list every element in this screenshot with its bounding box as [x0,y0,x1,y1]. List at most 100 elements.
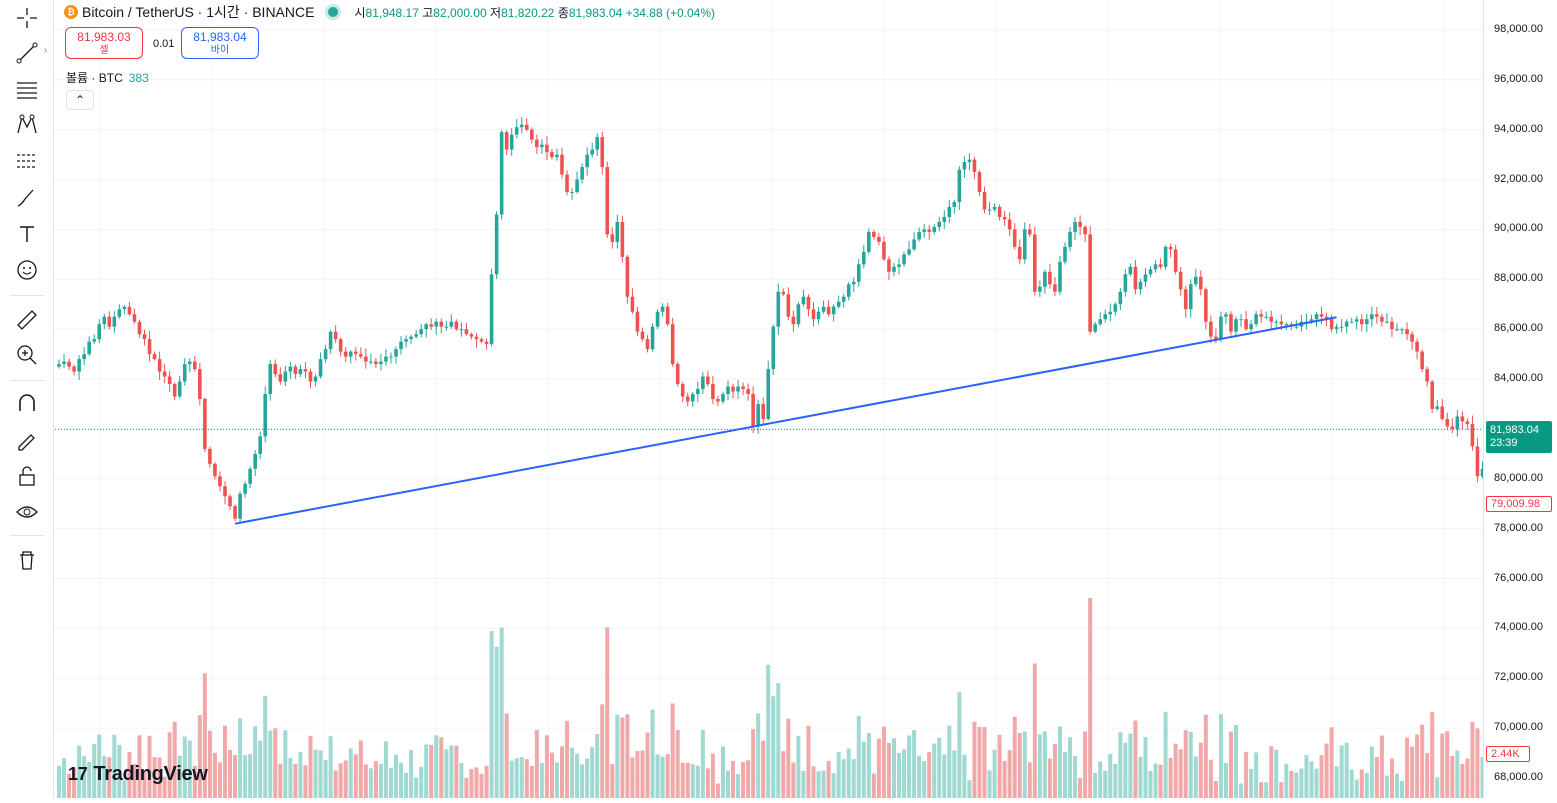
candle-body [419,329,423,335]
text-icon[interactable] [10,219,44,249]
volume-bar [544,735,549,798]
volume-bar [1389,758,1394,798]
candle-body [1470,423,1475,447]
candle-body [182,364,187,382]
volume-bar [1349,769,1354,798]
eye-icon[interactable] [10,497,44,527]
candle-body [862,251,866,265]
volume-bar [846,748,851,798]
collapse-legend-button[interactable]: ⌃ [66,90,94,110]
volume-bar [353,754,358,798]
candle-body [816,311,821,320]
volume-bar [766,664,771,798]
volume-bar [404,772,409,798]
trash-icon[interactable] [10,545,44,575]
candle-body [233,506,237,519]
price-chart[interactable] [55,0,1555,798]
candle-body [253,453,257,469]
toolbar-expand-icon[interactable]: › [44,45,48,56]
candle-body [62,361,66,365]
volume-bar [605,627,610,798]
volume-bar [1218,714,1223,798]
pattern-icon[interactable] [10,110,44,140]
price-axis[interactable]: 98,000.00 96,000.00 94,000.00 92,000.00 90,0… [1483,0,1557,798]
ohlc-values: 시81,948.17 고82,000.00 저81,820.22 종81,983… [354,5,715,20]
crosshair-icon[interactable] [10,3,44,33]
volume-bar [791,762,796,798]
volume-bar [388,767,393,798]
price-tick-label: 68,000.00 [1494,771,1543,784]
volume-bar [902,749,907,798]
chart-pane[interactable] [55,0,1555,798]
candle-body [640,331,645,340]
candle-body [1334,326,1339,330]
volume-bar [580,764,585,798]
candle-body [1344,321,1349,327]
volume-bar [409,750,414,798]
volume-bar [565,720,570,798]
volume-bar [228,749,233,798]
candle-body [1319,314,1324,317]
volume-bar [1440,733,1445,798]
volume-bar [57,765,61,798]
volume-bar [1088,598,1093,798]
volume-bar [635,751,640,798]
ruler-icon[interactable] [10,305,44,335]
brush-icon[interactable] [10,183,44,213]
price-tick-label: 74,000.00 [1494,621,1543,634]
volume-bar [741,761,746,798]
trend-line-icon[interactable] [10,38,44,68]
candle-body [942,216,947,222]
candle-body [826,306,831,315]
volume-bar [1329,727,1334,798]
candle-body [706,376,710,385]
candle-body [696,389,700,395]
candle-body [1073,221,1077,232]
symbol-title[interactable]: Bitcoin / TetherUS · 1시간 · BINANCE [82,4,315,20]
magnet-icon[interactable] [10,389,44,419]
volume-bar [1213,780,1218,798]
volume-bar [454,745,459,798]
toolbar-divider [10,295,44,296]
volume-bar [897,752,902,798]
volume-bar [394,754,399,798]
volume-bar [1415,734,1420,798]
volume-bar [383,741,388,798]
candle-body [771,326,776,370]
candle-body [439,321,444,327]
price-tick-label: 94,000.00 [1494,122,1543,135]
volume-bar [685,762,690,798]
lock-draw-icon[interactable] [10,425,44,455]
candle-body [122,306,127,310]
price-tick-label: 72,000.00 [1494,671,1543,684]
current-price-tag: 81,983.04 23:39 [1486,421,1552,453]
emoji-icon[interactable] [10,255,44,285]
volume-bar [751,729,756,798]
candle-body [1038,286,1042,292]
candle-body [660,306,665,312]
candle-body [1058,261,1062,292]
candle-body [107,316,112,327]
candle-body [590,149,594,155]
fib-icon[interactable] [10,74,44,104]
volume-bar [368,768,373,798]
candle-body [540,144,544,148]
volume-bar [112,734,117,798]
zoom-icon[interactable] [10,340,44,370]
candle-body [1128,266,1133,275]
candle-body [474,336,479,340]
tradingview-logo[interactable]: 17 TradingView [68,763,208,785]
candle-body [313,376,318,382]
volume-bar [92,743,97,798]
volume-bar [439,737,444,798]
sell-button[interactable]: 81,983.03 셀 [65,27,143,59]
low-price-tag: 79,009.98 [1486,496,1552,512]
price-tick-label: 70,000.00 [1494,721,1543,734]
candle-body [1430,381,1434,409]
volume-bar [801,771,806,798]
projection-icon[interactable] [10,146,44,176]
candle-body [117,309,122,317]
buy-button[interactable]: 81,983.04 바이 [181,27,259,59]
lock-icon[interactable] [10,461,44,491]
volume-bar [610,764,615,798]
